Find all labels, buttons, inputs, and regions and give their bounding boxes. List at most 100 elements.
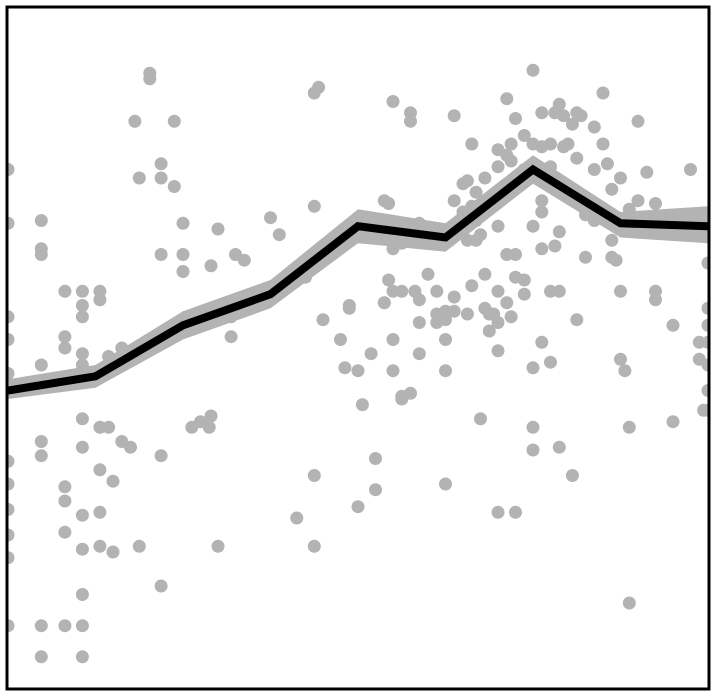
scatter-point — [491, 284, 505, 298]
scatter-point — [264, 211, 277, 225]
scatter-point — [640, 165, 654, 179]
scatter-point — [570, 151, 584, 165]
scatter-point — [465, 279, 479, 293]
scatter-point — [526, 443, 540, 457]
scatter-point — [93, 463, 107, 477]
scatter-point — [75, 310, 89, 324]
scatter-point — [34, 248, 48, 261]
scatter-point — [351, 500, 365, 514]
scatter-point — [614, 171, 627, 185]
scatter-point — [8, 163, 15, 176]
scatter-point — [509, 112, 522, 125]
scatter-point — [469, 185, 483, 199]
scatter-point — [561, 137, 575, 151]
scatter-point — [596, 86, 610, 100]
scatter-point — [102, 420, 116, 434]
scatter-point — [666, 415, 680, 429]
scatter-point — [491, 344, 505, 358]
scatter-point — [574, 109, 588, 123]
scatter-point — [211, 222, 225, 236]
scatter-point — [355, 398, 369, 412]
scatter-point — [465, 137, 479, 151]
scatter-point — [701, 256, 709, 270]
scatter-point — [58, 341, 72, 355]
scatter-point — [143, 72, 157, 86]
scatter-point — [382, 197, 396, 210]
scatter-point — [631, 114, 645, 128]
scatter-point — [552, 97, 566, 111]
scatter-point — [202, 420, 216, 434]
scatter-point — [460, 307, 474, 321]
trend-line — [8, 164, 709, 395]
scatter-point — [75, 299, 89, 312]
scatter-point — [614, 352, 627, 366]
scatter-point — [167, 180, 181, 193]
scatter-point — [552, 440, 566, 454]
scatter-point — [701, 301, 709, 315]
scatter-point — [34, 358, 48, 372]
scatter-point — [557, 109, 571, 123]
scatter-point — [8, 333, 15, 346]
scatter-point — [224, 330, 238, 344]
scatter-point — [404, 114, 417, 128]
scatter-point — [684, 163, 697, 176]
scatter-point — [404, 386, 417, 400]
scatter-point — [701, 358, 709, 372]
scatter-point — [579, 250, 592, 264]
scatter-point — [338, 361, 352, 375]
scatter-point — [600, 157, 614, 171]
scatter-point — [517, 129, 531, 142]
plot-frame — [5, 5, 711, 691]
scatter-point — [58, 284, 72, 298]
scatter-point — [8, 551, 15, 565]
scatter-point — [176, 265, 190, 278]
scatter-point — [412, 293, 426, 307]
scatter-point — [535, 194, 549, 208]
scatter-point — [75, 619, 89, 633]
scatter-point — [565, 117, 579, 131]
scatter-point — [701, 403, 709, 417]
scatter-point — [377, 296, 391, 310]
scatter-point — [106, 545, 120, 559]
scatter-point — [504, 310, 518, 324]
scatter-point — [622, 420, 636, 434]
scatter-point — [75, 347, 89, 361]
scatter-point — [430, 284, 444, 298]
scatter-point — [154, 579, 168, 593]
scatter-point — [421, 267, 435, 281]
scatter-point — [517, 287, 531, 301]
scatter-point — [552, 225, 566, 239]
scatter-point — [128, 114, 142, 128]
scatter-point — [535, 335, 549, 349]
scatter-point — [439, 477, 452, 491]
scatter-point — [312, 80, 326, 94]
scatter-point — [154, 449, 168, 463]
scatter-point — [8, 367, 15, 380]
scatter-point — [351, 364, 365, 378]
scatter-point — [58, 330, 72, 344]
scatter-point — [8, 528, 15, 542]
scatter-point — [478, 267, 492, 281]
scatter-point — [447, 109, 461, 123]
scatter-point — [8, 454, 15, 468]
scatter-point — [439, 364, 452, 378]
scatter-point — [622, 596, 636, 610]
scatter-point — [526, 63, 540, 77]
scatter-point — [8, 619, 15, 633]
scatter-point — [307, 199, 321, 213]
scatter-point — [369, 483, 382, 497]
scatter-point — [666, 318, 680, 332]
scatter-point — [176, 216, 190, 230]
scatter-point — [596, 137, 610, 151]
scatter-point — [526, 361, 540, 375]
scatter-point — [491, 219, 505, 233]
scatter-point — [395, 284, 409, 298]
scatter-point — [517, 273, 531, 287]
scatter-point — [649, 293, 662, 307]
scatter-point — [649, 197, 662, 210]
scatter-point — [307, 469, 321, 482]
scatter-point — [439, 313, 452, 327]
scatter-point — [447, 194, 461, 208]
scatter-point — [631, 194, 645, 208]
scatter-point — [544, 355, 557, 369]
